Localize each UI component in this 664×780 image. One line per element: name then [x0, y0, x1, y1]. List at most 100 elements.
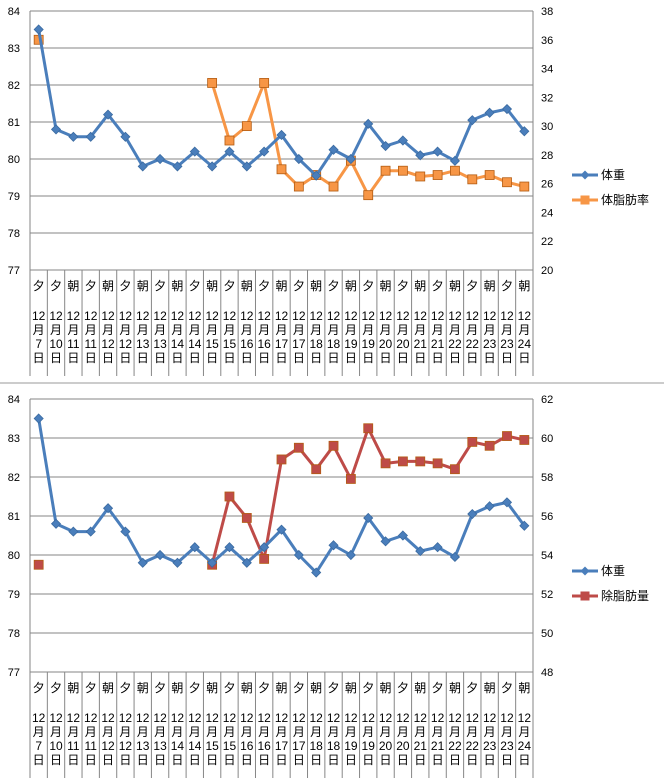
x-tick-day-suffix: 日 — [137, 351, 149, 365]
x-tick-day-suffix: 日 — [206, 351, 218, 365]
x-tick-day-suffix: 日 — [466, 351, 478, 365]
y-right-tick-label: 48 — [541, 667, 553, 679]
x-tick-period-label: 夕 — [501, 279, 513, 293]
data-point-square — [311, 464, 322, 475]
y-right-tick-label: 36 — [541, 35, 553, 47]
x-tick-day-label: 17 — [292, 739, 306, 753]
data-point-diamond — [207, 161, 218, 172]
x-tick-month-label: 12 — [396, 309, 410, 323]
data-point-square — [467, 436, 478, 447]
x-tick-month-label: 12 — [362, 711, 376, 725]
x-tick-day-label: 19 — [362, 337, 376, 351]
x-tick-month-label: 12 — [518, 309, 532, 323]
x-tick-period-label: 夕 — [85, 279, 97, 293]
legend-label: 除脂肪量 — [601, 588, 649, 603]
x-tick-month-suffix: 月 — [432, 725, 444, 739]
data-point-diamond — [207, 557, 218, 568]
data-point-diamond — [432, 542, 443, 553]
data-point-square — [398, 165, 408, 176]
x-tick-day-suffix: 日 — [484, 753, 496, 767]
x-tick-day-label: 22 — [448, 337, 462, 351]
x-tick-month-suffix: 月 — [397, 323, 409, 337]
x-tick-month-label: 12 — [431, 711, 445, 725]
data-point-diamond — [85, 131, 96, 142]
x-tick-month-label: 12 — [171, 309, 185, 323]
x-tick-period-label: 朝 — [241, 279, 253, 293]
data-point-diamond — [172, 557, 183, 568]
data-point-square — [519, 435, 530, 445]
legend-label: 体重 — [601, 564, 625, 578]
x-tick-month-label: 12 — [205, 309, 219, 323]
data-point-diamond — [311, 567, 322, 578]
x-tick-month-label: 12 — [257, 711, 271, 725]
data-point-diamond — [311, 170, 322, 181]
x-tick-month-suffix: 月 — [345, 323, 357, 337]
y-left-tick-label: 82 — [8, 472, 20, 484]
y-right-tick-label: 38 — [541, 6, 553, 18]
x-tick-day-suffix: 日 — [397, 753, 409, 767]
legend-label: 体重 — [601, 168, 625, 182]
data-point-diamond — [276, 129, 287, 141]
data-point-square — [276, 164, 287, 175]
x-tick-period-label: 夕 — [154, 279, 166, 293]
x-tick-day-label: 21 — [414, 739, 428, 753]
x-tick-period-label: 夕 — [50, 279, 62, 293]
x-tick-day-suffix: 日 — [154, 351, 166, 365]
x-tick-day-label: 17 — [275, 739, 289, 753]
x-tick-day-suffix: 日 — [171, 351, 183, 365]
x-tick-period-label: 朝 — [518, 279, 530, 293]
y-right-tick-label: 56 — [541, 511, 553, 523]
x-tick-day-suffix: 日 — [449, 351, 461, 365]
data-point-square — [484, 170, 495, 180]
x-tick-period-label: 夕 — [223, 279, 235, 293]
x-tick-month-label: 12 — [171, 711, 185, 725]
x-tick-month-label: 12 — [518, 711, 532, 725]
data-point-diamond — [345, 153, 356, 165]
x-tick-month-suffix: 月 — [50, 323, 62, 337]
x-tick-day-suffix: 日 — [449, 753, 461, 767]
data-point-square — [345, 474, 356, 484]
data-point-diamond — [137, 161, 148, 172]
data-point-diamond — [293, 153, 304, 165]
x-tick-day-label: 15 — [223, 739, 237, 753]
data-point-diamond — [328, 144, 339, 155]
x-tick-day-suffix: 日 — [293, 753, 305, 767]
x-tick-day-suffix: 日 — [119, 351, 131, 365]
x-tick-day-suffix: 日 — [85, 351, 97, 365]
y-left-tick-label: 78 — [8, 228, 20, 240]
x-tick-day-label: 19 — [344, 739, 358, 753]
x-tick-month-label: 12 — [327, 711, 341, 725]
y-left-tick-label: 77 — [8, 265, 20, 277]
data-point-square — [398, 456, 408, 467]
x-tick-month-suffix: 月 — [380, 725, 392, 739]
x-tick-period-label: 朝 — [345, 279, 357, 293]
data-point-diamond — [432, 146, 443, 157]
x-tick-day-suffix: 日 — [33, 351, 45, 365]
data-point-square — [432, 458, 443, 469]
data-point-diamond — [484, 501, 495, 512]
x-tick-month-suffix: 月 — [137, 323, 149, 337]
x-tick-day-label: 19 — [344, 337, 358, 351]
y-left-tick-label: 81 — [8, 117, 20, 129]
x-tick-day-label: 12 — [119, 739, 133, 753]
x-tick-month-label: 12 — [379, 309, 393, 323]
y-left-tick-label: 83 — [8, 433, 20, 445]
x-tick-period-label: 夕 — [293, 279, 305, 293]
x-tick-month-label: 12 — [396, 711, 410, 725]
x-tick-day-label: 13 — [136, 739, 150, 753]
x-tick-day-label: 20 — [396, 739, 410, 753]
data-point-diamond — [467, 115, 478, 126]
x-tick-month-label: 12 — [500, 711, 514, 725]
x-tick-day-suffix: 日 — [380, 753, 392, 767]
data-point-diamond — [345, 549, 356, 561]
x-tick-day-label: 16 — [257, 337, 271, 351]
x-tick-month-suffix: 月 — [345, 725, 357, 739]
data-point-square — [224, 491, 235, 502]
x-tick-month-label: 12 — [500, 309, 514, 323]
y-left-tick-label: 77 — [8, 667, 20, 679]
x-tick-period-label: 朝 — [310, 279, 322, 293]
x-tick-day-label: 24 — [518, 337, 532, 351]
x-tick-month-label: 12 — [466, 711, 480, 725]
legend-marker-diamond — [580, 566, 590, 576]
x-tick-month-label: 12 — [310, 711, 324, 725]
